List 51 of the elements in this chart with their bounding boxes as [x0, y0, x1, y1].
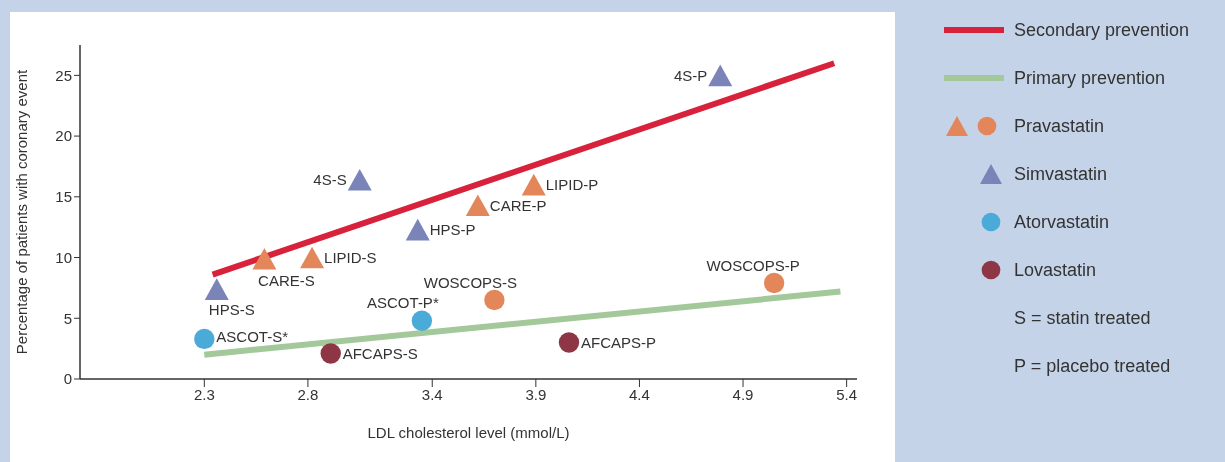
- point: [194, 328, 215, 350]
- x-tick-label: 2.3: [193, 385, 215, 403]
- point: [252, 247, 277, 270]
- annotation: LIPID-S: [324, 248, 377, 266]
- point: [405, 218, 430, 241]
- y-axis-title: Percentage of patients with coronary event: [13, 69, 31, 355]
- x-tick-label: 5.4: [836, 385, 858, 403]
- annotation: LIPID-P: [545, 175, 599, 193]
- annotation: WOSCOPS-S: [423, 274, 518, 292]
- annotation: AFCAPS-P: [580, 333, 657, 351]
- point: [300, 246, 325, 269]
- legend-label: Primary prevention: [1014, 67, 1166, 89]
- x-axis-title: LDL cholesterol level (mmol/L): [367, 424, 570, 441]
- annotation: 4S-S: [313, 171, 347, 189]
- y-tick-label: 20: [55, 127, 72, 145]
- y-tick-label: 15: [55, 188, 72, 206]
- point: [708, 64, 733, 87]
- annotation: WOSCOPS-P: [706, 257, 800, 275]
- point: [763, 272, 785, 294]
- annotation: CARE-S: [258, 272, 315, 290]
- y-tick-label: 0: [63, 370, 72, 388]
- point: [347, 169, 372, 191]
- point: [320, 343, 341, 364]
- legend-label: Simvastatin: [1014, 163, 1108, 185]
- y-tick-label: 10: [55, 248, 72, 266]
- x-tick-label: 3.9: [525, 385, 547, 403]
- annotation: HPS-S: [208, 301, 255, 319]
- text: P = placebo treated: [1014, 355, 1171, 377]
- y-tick-label: 25: [55, 66, 72, 84]
- point: [204, 278, 229, 300]
- annotation: CARE-P: [489, 196, 547, 214]
- x-tick-label: 4.9: [732, 385, 754, 403]
- annotation: HPS-P: [429, 220, 476, 238]
- annotation: ASCOT-S*: [216, 328, 289, 346]
- point: [558, 332, 580, 353]
- x-tick-label: 2.8: [297, 385, 319, 403]
- x-tick-label: 3.4: [421, 385, 443, 403]
- legend-label: Secondary prevention: [1014, 19, 1190, 41]
- point: [484, 289, 505, 311]
- point: [411, 310, 433, 331]
- y-tick-label: 5: [63, 309, 72, 327]
- annotation: ASCOT-P*: [367, 293, 439, 311]
- legend-label: Lovastatin: [1014, 259, 1097, 281]
- point: [521, 173, 546, 196]
- legend-label: Atorvastatin: [1014, 211, 1110, 233]
- legend-label: Pravastatin: [1014, 115, 1105, 137]
- annotation: 4S-P: [673, 66, 708, 84]
- x-tick-label: 4.4: [629, 385, 650, 403]
- annotation: AFCAPS-S: [342, 344, 418, 362]
- text: S = statin treated: [1014, 307, 1151, 329]
- point: [465, 194, 490, 217]
